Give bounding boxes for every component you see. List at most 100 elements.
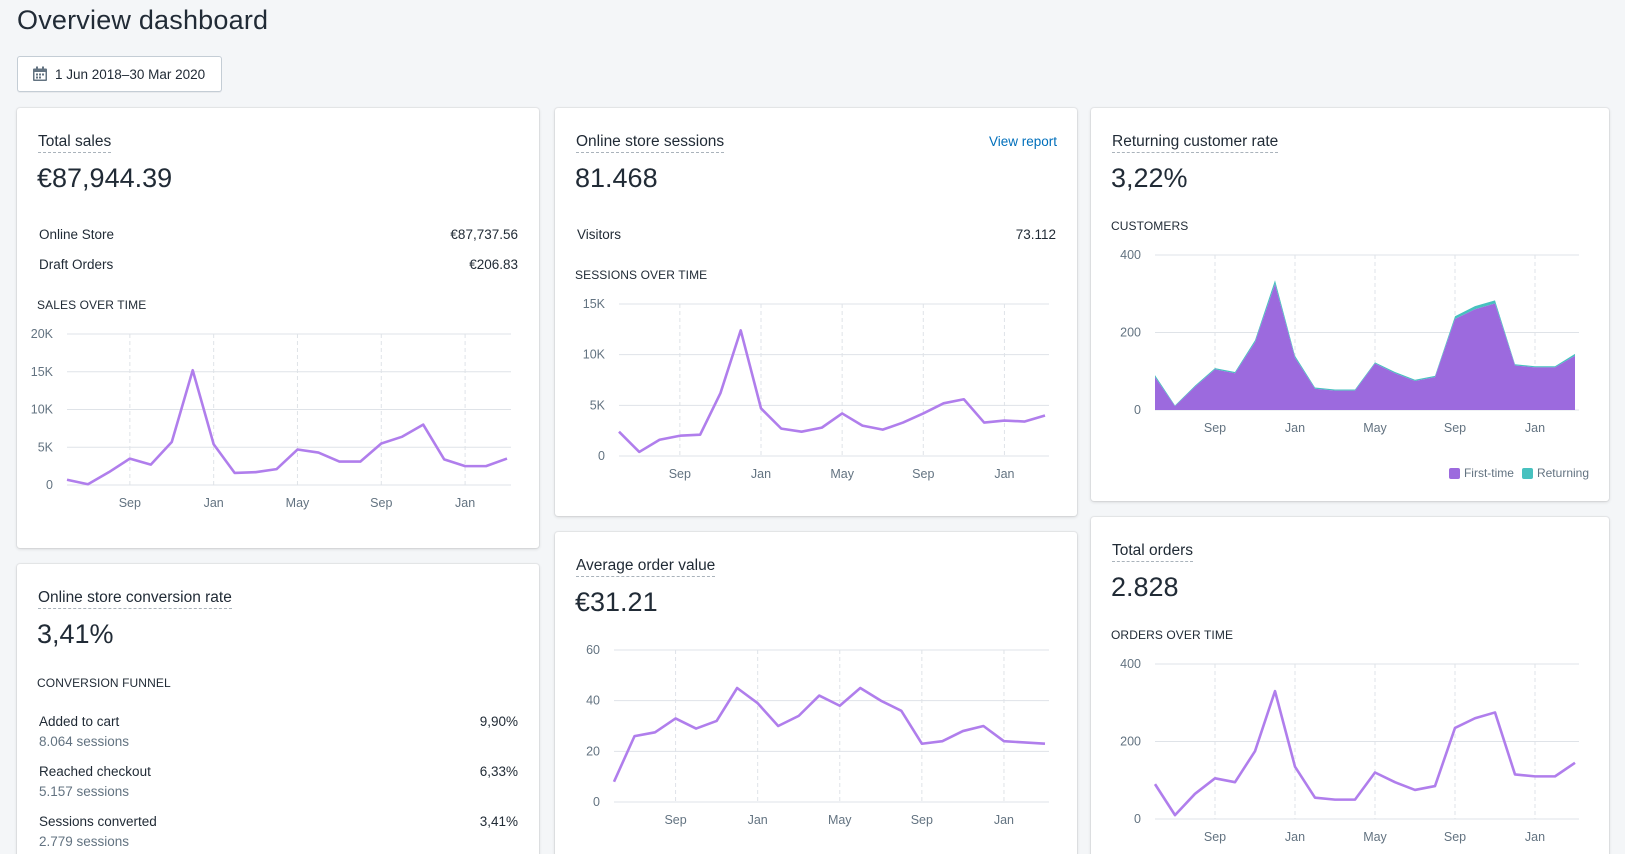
y-tick-label: 15K [31, 365, 54, 379]
y-tick-label: 200 [1120, 735, 1141, 749]
sales-row-value: €206.83 [469, 257, 518, 272]
y-tick-label: 5K [590, 398, 606, 412]
x-tick-label: Sep [911, 813, 933, 827]
orders-value: 2.828 [1111, 572, 1179, 602]
total-sales-card: Total sales €87,944.39 Online Store €87,… [17, 108, 539, 548]
sessions-over-time-label: SESSIONS OVER TIME [575, 268, 708, 282]
conversion-funnel-label: CONVERSION FUNNEL [37, 676, 171, 690]
line-series [66, 368, 508, 486]
y-tick-label: 0 [1134, 403, 1141, 417]
aov-value: €31.21 [575, 587, 658, 617]
legend-swatch [1448, 467, 1460, 479]
funnel-step-label: Sessions converted [39, 814, 157, 829]
aov-title[interactable]: Average order value [576, 557, 716, 577]
x-tick-label: Sep [1204, 421, 1226, 435]
x-tick-label: Jan [751, 467, 771, 481]
x-tick-label: Jan [1285, 830, 1305, 844]
sessions-value: 81.468 [575, 163, 658, 193]
returning-card: Returning customer rate 3,22% CUSTOMERS … [1091, 108, 1609, 501]
orders-over-time-label: ORDERS OVER TIME [1111, 628, 1234, 642]
funnel-step-label: Added to cart [39, 714, 120, 729]
area-series-first-time [1155, 284, 1575, 410]
y-tick-label: 400 [1120, 657, 1141, 671]
y-tick-label: 400 [1120, 248, 1141, 262]
funnel-step-value: 3,41% [479, 814, 518, 829]
customers-legend: First-time Returning [1441, 466, 1589, 480]
x-tick-label: Jan [1525, 421, 1545, 435]
sales-over-time-label: SALES OVER TIME [37, 298, 147, 312]
page-title: Overview dashboard [17, 5, 269, 35]
x-tick-label: Jan [204, 496, 224, 510]
sales-row-value: €87,737.56 [450, 227, 518, 242]
x-tick-label: Jan [1525, 830, 1545, 844]
x-tick-label: Sep [664, 813, 686, 827]
legend-swatch [1521, 467, 1533, 479]
returning-value: 3,22% [1111, 163, 1188, 193]
x-tick-label: Sep [669, 467, 691, 481]
x-tick-label: May [830, 467, 854, 481]
x-tick-label: Sep [1444, 421, 1466, 435]
customers-chart: 0 200 400 Sep Jan May Sep Jan [1120, 248, 1579, 435]
x-tick-label: Jan [455, 496, 475, 510]
returning-title[interactable]: Returning customer rate [1112, 133, 1279, 153]
x-tick-label: Jan [1285, 421, 1305, 435]
sales-row-label: Draft Orders [39, 257, 114, 272]
x-tick-label: Jan [748, 813, 768, 827]
funnel-step-label: Reached checkout [39, 764, 151, 779]
sessions-card: Online store sessions View report 81.468… [555, 108, 1077, 516]
y-tick-label: 200 [1120, 326, 1141, 340]
x-tick-label: Sep [119, 496, 141, 510]
customers-label: CUSTOMERS [1111, 219, 1189, 233]
x-tick-label: Sep [912, 467, 934, 481]
funnel-step-sessions: 5.157 sessions [39, 784, 130, 799]
x-tick-label: Sep [370, 496, 392, 510]
line-series [1153, 689, 1576, 817]
y-tick-label: 0 [1134, 812, 1141, 826]
x-tick-label: May [1363, 421, 1387, 435]
total-sales-title[interactable]: Total sales [38, 133, 112, 153]
y-tick-label: 40 [586, 694, 600, 708]
conversion-value: 3,41% [37, 619, 114, 649]
date-range-label: 1 Jun 2018–30 Mar 2020 [55, 66, 206, 82]
y-tick-label: 10K [31, 403, 54, 417]
sessions-title[interactable]: Online store sessions [576, 133, 725, 153]
funnel-step-sessions: 2.779 sessions [39, 834, 130, 849]
total-sales-value: €87,944.39 [37, 163, 173, 193]
date-range-button[interactable]: 1 Jun 2018–30 Mar 2020 [17, 56, 222, 92]
legend-item-first-time: First-time [1448, 466, 1514, 480]
y-tick-label: 10K [583, 348, 606, 362]
legend-label: First-time [1463, 466, 1514, 480]
sales-row-label: Online Store [39, 227, 115, 242]
y-tick-label: 5K [38, 440, 54, 454]
y-tick-label: 15K [583, 297, 606, 311]
x-tick-label: May [1363, 830, 1387, 844]
aov-chart: 0 20 40 60 Sep Jan May Sep Jan [586, 643, 1049, 827]
legend-item-returning: Returning [1521, 466, 1589, 480]
y-tick-label: 20 [586, 744, 600, 758]
x-tick-label: Jan [994, 467, 1014, 481]
legend-label: Returning [1536, 466, 1589, 480]
y-tick-label: 0 [598, 449, 605, 463]
x-tick-label: May [286, 496, 310, 510]
sales-chart: 0 5K 10K 15K 20K Sep Jan May Sep Jan [31, 327, 511, 510]
line-series [618, 329, 1046, 454]
visitors-value: 73.112 [1015, 227, 1056, 242]
orders-title[interactable]: Total orders [1112, 542, 1193, 562]
x-tick-label: Jan [994, 813, 1014, 827]
conversion-card: Online store conversion rate 3,41% CONVE… [17, 564, 539, 854]
view-report-link[interactable]: View report [988, 134, 1057, 149]
y-tick-label: 0 [46, 478, 53, 492]
funnel-step-value: 9,90% [479, 714, 518, 729]
funnel-step-sessions: 8.064 sessions [39, 734, 130, 749]
x-tick-label: Sep [1444, 830, 1466, 844]
conversion-title[interactable]: Online store conversion rate [38, 589, 232, 609]
calendar-icon [33, 66, 47, 81]
orders-card: Total orders 2.828 ORDERS OVER TIME 0 200… [1091, 517, 1609, 854]
sessions-chart: 0 5K 10K 15K Sep Jan May Sep Jan [583, 297, 1049, 481]
funnel-step-value: 6,33% [479, 764, 518, 779]
y-tick-label: 60 [586, 643, 600, 657]
visitors-label: Visitors [577, 227, 622, 242]
aov-card: Average order value €31.21 0 20 40 60 Sep Jan… [555, 532, 1077, 854]
line-series [612, 686, 1046, 783]
orders-chart: 0 200 400 Sep Jan May Sep Jan [1120, 657, 1579, 844]
